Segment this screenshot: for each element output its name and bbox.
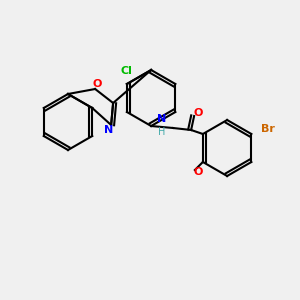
- Text: H: H: [158, 127, 166, 137]
- Text: N: N: [104, 125, 114, 135]
- Text: O: O: [193, 167, 203, 177]
- Text: O: O: [92, 79, 102, 89]
- Text: N: N: [158, 114, 167, 124]
- Text: Cl: Cl: [121, 66, 133, 76]
- Text: Br: Br: [261, 124, 275, 134]
- Text: O: O: [194, 108, 203, 118]
